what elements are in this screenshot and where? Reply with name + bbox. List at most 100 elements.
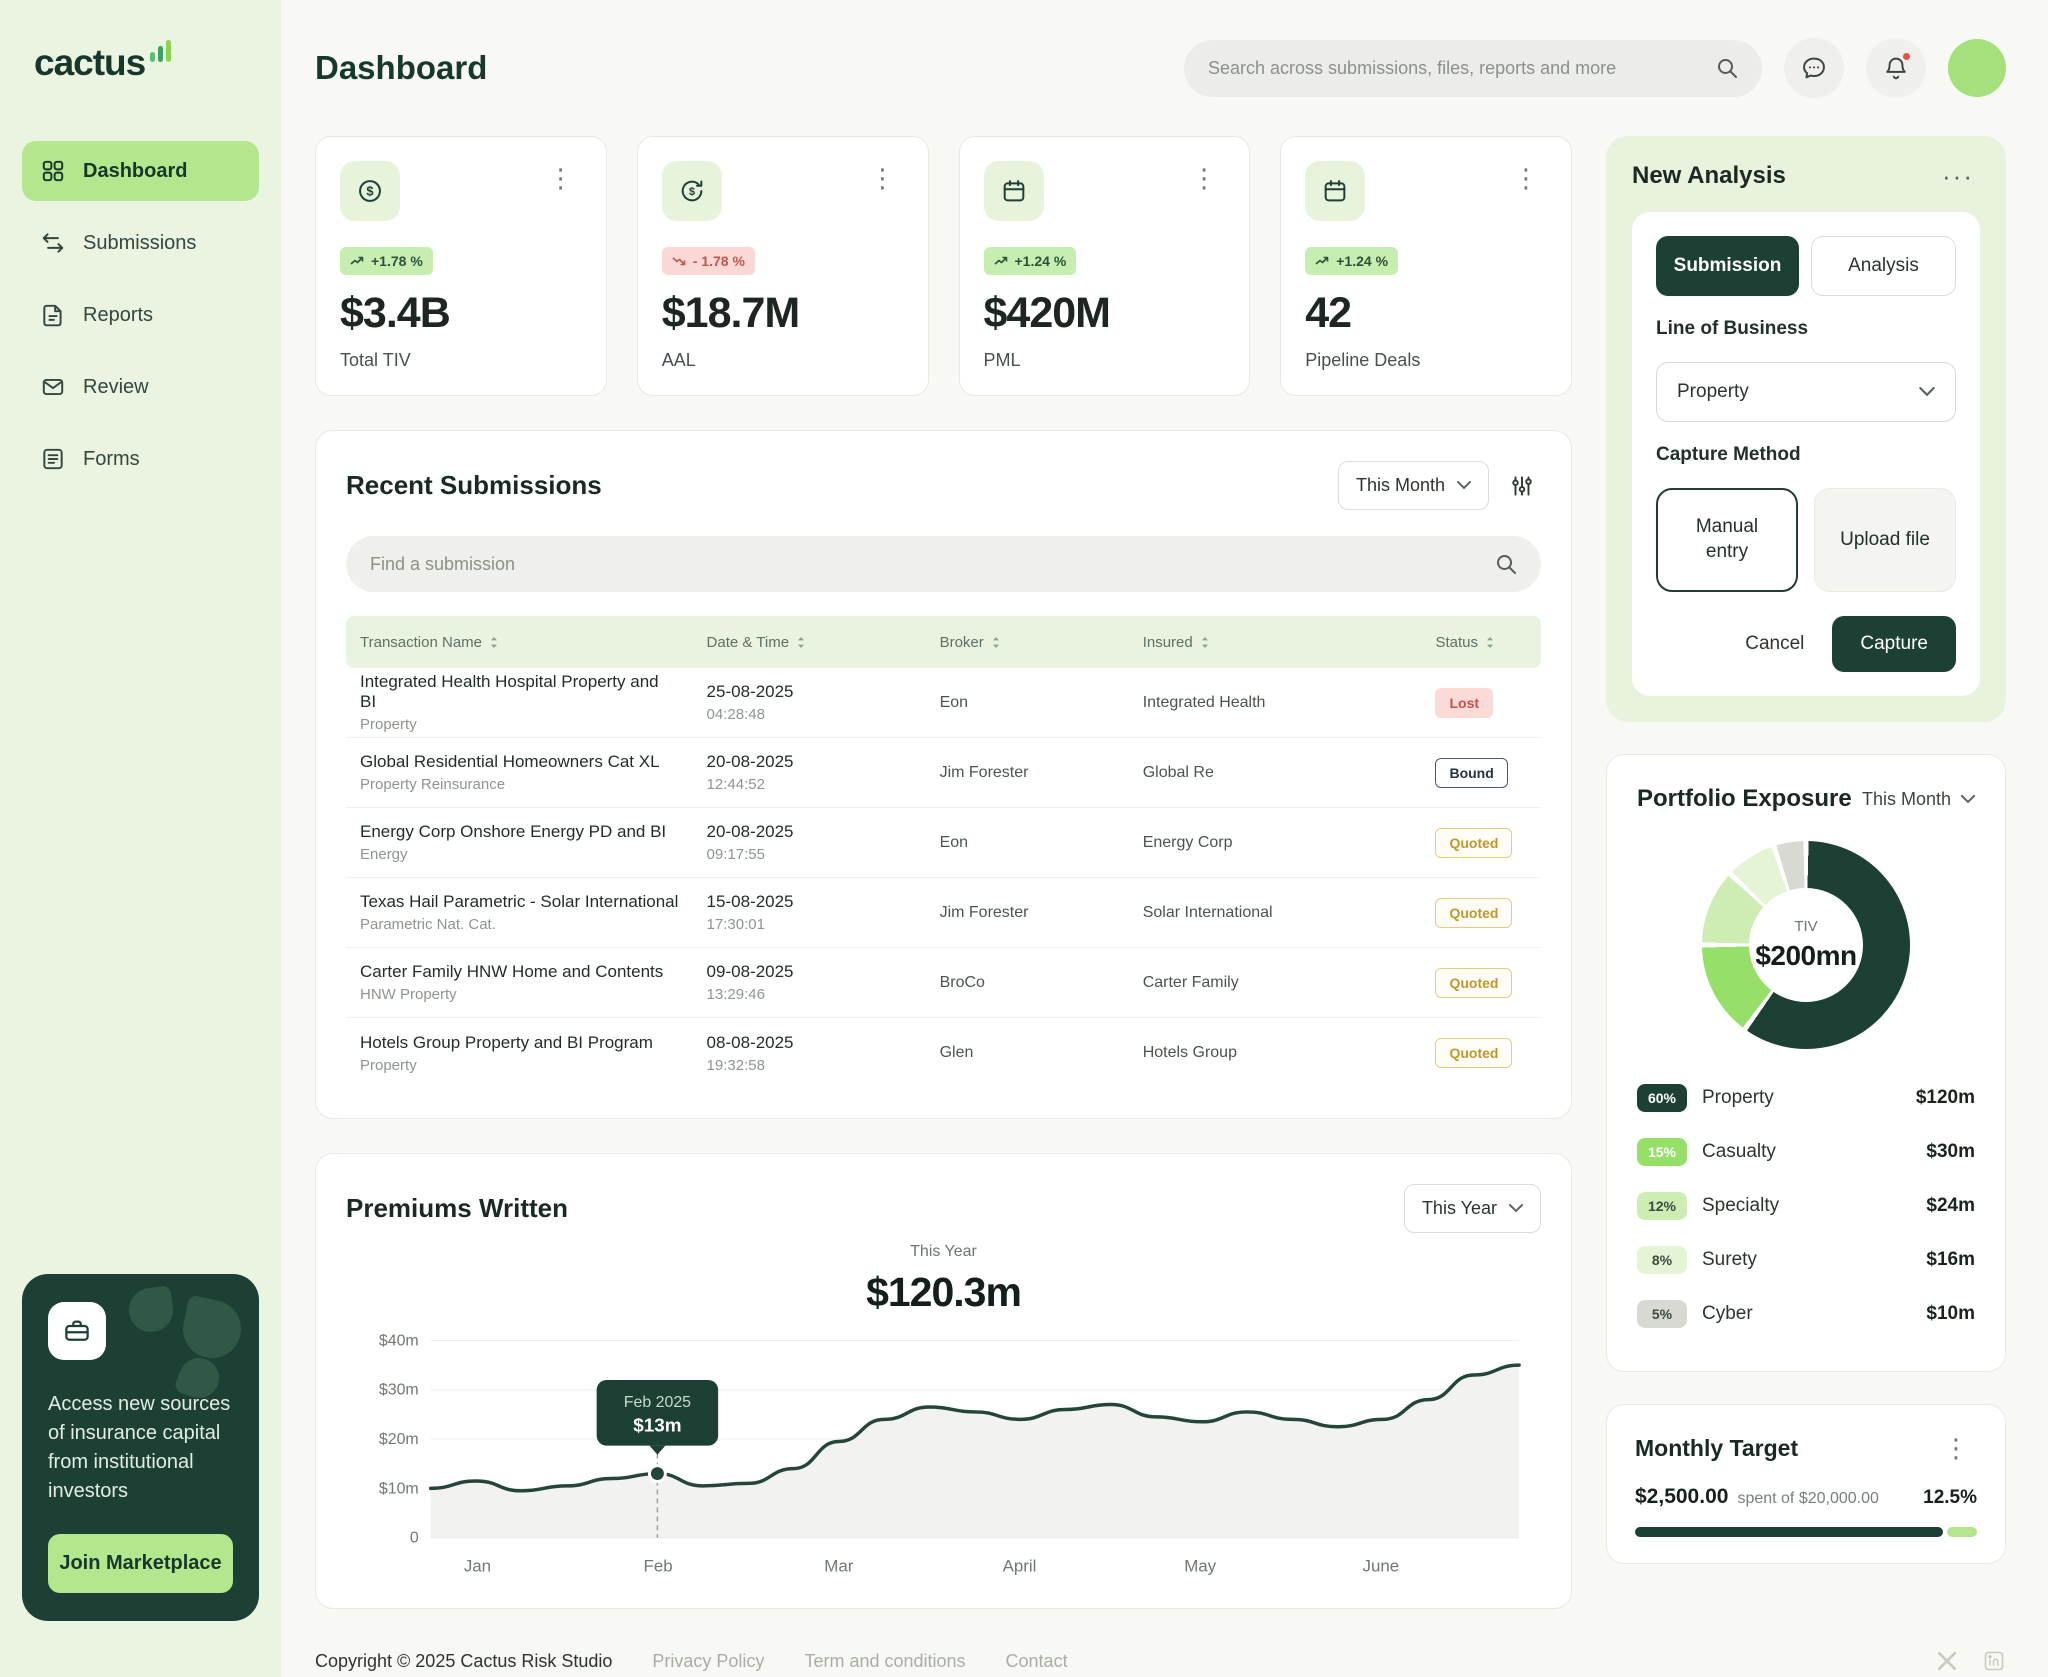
line-of-business-select[interactable]: Property xyxy=(1656,362,1956,422)
submissions-search-input[interactable] xyxy=(370,553,1483,575)
transaction-category: Property Reinsurance xyxy=(360,776,506,793)
legend-name: Casualty xyxy=(1702,1141,1776,1162)
card-menu-button[interactable]: ⋮ xyxy=(1935,1431,1977,1465)
portfolio-exposure-panel: Portfolio Exposure This Month TIV $200mn xyxy=(1606,754,2006,1372)
table-row[interactable]: Texas Hail Parametric - Solar Internatio… xyxy=(346,878,1541,948)
column-header-broker[interactable]: Broker xyxy=(926,616,1129,668)
cancel-button[interactable]: Cancel xyxy=(1745,633,1805,654)
table-row[interactable]: Integrated Health Hospital Property and … xyxy=(346,668,1541,738)
stat-label: Pipeline Deals xyxy=(1305,350,1421,370)
global-search xyxy=(1184,39,1762,97)
avatar[interactable] xyxy=(1948,39,2006,97)
legend-percent-badge: 5% xyxy=(1637,1300,1687,1328)
svg-text:$10m: $10m xyxy=(379,1480,419,1497)
table-row[interactable]: Hotels Group Property and BI Program Prop… xyxy=(346,1018,1541,1088)
legend-percent-badge: 15% xyxy=(1637,1138,1687,1166)
row-insured: Hotels Group xyxy=(1142,1044,1237,1061)
sort-icon xyxy=(798,636,805,648)
column-header-transaction-name[interactable]: Transaction Name xyxy=(346,616,693,668)
sidebar-item-reports[interactable]: Reports xyxy=(22,285,259,345)
tab-analysis[interactable]: Analysis xyxy=(1811,236,1956,296)
premiums-period-dropdown[interactable]: This Year xyxy=(1403,1184,1541,1233)
legend-amount: $30m xyxy=(1926,1141,1975,1162)
table-row[interactable]: Energy Corp Onshore Energy PD and BI Ener… xyxy=(346,808,1541,878)
stat-change: +1.78 % xyxy=(371,253,423,269)
portfolio-period-dropdown[interactable]: This Month xyxy=(1862,789,1975,810)
leaf-decoration xyxy=(177,1294,247,1364)
linkedin-icon[interactable] xyxy=(1982,1649,2006,1673)
sidebar-nav: Dashboard Submissions Reports Review For… xyxy=(22,141,259,489)
analysis-type-toggle: Submission Analysis xyxy=(1656,236,1956,296)
svg-text:Mar: Mar xyxy=(824,1557,853,1576)
trend-up-icon xyxy=(993,256,1007,265)
column-label: Status xyxy=(1435,633,1478,651)
sidebar-item-dashboard[interactable]: Dashboard xyxy=(22,141,259,201)
manual-entry-option[interactable]: Manual entry xyxy=(1656,488,1798,592)
stat-card-total-tiv: $ ⋮ +1.78 % $3.4B Total TIV xyxy=(315,136,607,396)
card-menu-button[interactable]: ⋮ xyxy=(862,161,904,195)
submissions-period-dropdown[interactable]: This Month xyxy=(1337,461,1489,510)
terms-link[interactable]: Term and conditions xyxy=(804,1650,966,1671)
column-header-date-time[interactable]: Date & Time xyxy=(693,616,926,668)
join-marketplace-button[interactable]: Join Marketplace xyxy=(48,1534,233,1593)
stat-value: $18.7M xyxy=(661,289,800,337)
search-icon[interactable] xyxy=(1495,553,1517,575)
submissions-period-value: This Month xyxy=(1355,475,1445,495)
status-badge: Bound xyxy=(1435,757,1508,788)
row-date: 09-08-2025 xyxy=(706,962,794,981)
card-menu-button[interactable]: ⋮ xyxy=(1183,161,1225,195)
table-row[interactable]: Carter Family HNW Home and Contents HNW P… xyxy=(346,948,1541,1018)
new-analysis-card: New Analysis ··· Submission Analysis Lin… xyxy=(1606,136,2006,722)
sidebar-item-submissions[interactable]: Submissions xyxy=(22,213,259,273)
portfolio-period-value: This Month xyxy=(1861,788,1951,809)
row-broker: BroCo xyxy=(939,973,985,991)
status-badge: Quoted xyxy=(1435,827,1513,858)
svg-text:Feb 2025: Feb 2025 xyxy=(624,1394,691,1411)
sidebar-item-review[interactable]: Review xyxy=(22,357,259,417)
sidebar-item-forms[interactable]: Forms xyxy=(22,429,259,489)
row-broker: Eon xyxy=(939,833,969,851)
notifications-button[interactable] xyxy=(1866,38,1926,98)
sidebar-item-label: Reports xyxy=(83,303,154,326)
transaction-category: Parametric Nat. Cat. xyxy=(360,916,496,933)
svg-text:$13m: $13m xyxy=(633,1416,681,1437)
chat-bubble-icon xyxy=(1803,57,1825,79)
search-icon[interactable] xyxy=(1716,57,1738,79)
column-header-insured[interactable]: Insured xyxy=(1129,616,1422,668)
column-header-status[interactable]: Status xyxy=(1421,616,1541,668)
premiums-center-label: This Year xyxy=(910,1243,977,1260)
submissions-filter-button[interactable] xyxy=(1503,467,1541,505)
sort-icon xyxy=(992,636,999,648)
tab-submission[interactable]: Submission xyxy=(1656,236,1799,296)
chat-button[interactable] xyxy=(1784,38,1844,98)
card-menu-button[interactable]: ⋮ xyxy=(540,161,582,195)
logo-bars-icon xyxy=(150,40,172,62)
premiums-period-value: This Year xyxy=(1421,1198,1497,1218)
row-broker: Jim Forester xyxy=(939,763,1029,781)
transaction-category: Property xyxy=(360,716,417,733)
leaf-decoration xyxy=(126,1285,176,1335)
privacy-policy-link[interactable]: Privacy Policy xyxy=(652,1650,765,1671)
table-row[interactable]: Global Residential Homeowners Cat XL Prop… xyxy=(346,738,1541,808)
transaction-category: Property xyxy=(360,1056,417,1074)
analysis-menu-button[interactable]: ··· xyxy=(1936,163,1980,189)
global-search-input[interactable] xyxy=(1208,57,1702,79)
portfolio-legend: 60% Property $120m 15% Casualty $30m 12%… xyxy=(1637,1071,1975,1341)
x-twitter-icon[interactable] xyxy=(1936,1650,1958,1672)
card-menu-button[interactable]: ⋮ xyxy=(1505,161,1547,195)
premiums-written-panel: Premiums Written This Year This Year $12… xyxy=(315,1153,1572,1609)
contact-link[interactable]: Contact xyxy=(1005,1650,1068,1671)
transaction-name: Energy Corp Onshore Energy PD and BI xyxy=(360,822,667,841)
stat-card-pml: ⋮ +1.24 % $420M PML xyxy=(958,136,1251,396)
brand-logo: cactus xyxy=(22,40,259,81)
stat-badge-1: - 1.78 % xyxy=(661,247,755,275)
column-label: Insured xyxy=(1142,633,1193,651)
recent-submissions-panel: Recent Submissions This Month xyxy=(315,430,1572,1119)
status-badge: Quoted xyxy=(1435,967,1513,998)
premiums-title: Premiums Written xyxy=(346,1193,569,1223)
bell-icon xyxy=(1886,57,1906,80)
row-insured: Solar International xyxy=(1142,903,1273,921)
upload-file-option[interactable]: Upload file xyxy=(1814,488,1956,592)
capture-button[interactable]: Capture xyxy=(1832,616,1956,672)
stat-card-pipeline-deals: ⋮ +1.24 % 42 Pipeline Deals xyxy=(1280,136,1572,396)
